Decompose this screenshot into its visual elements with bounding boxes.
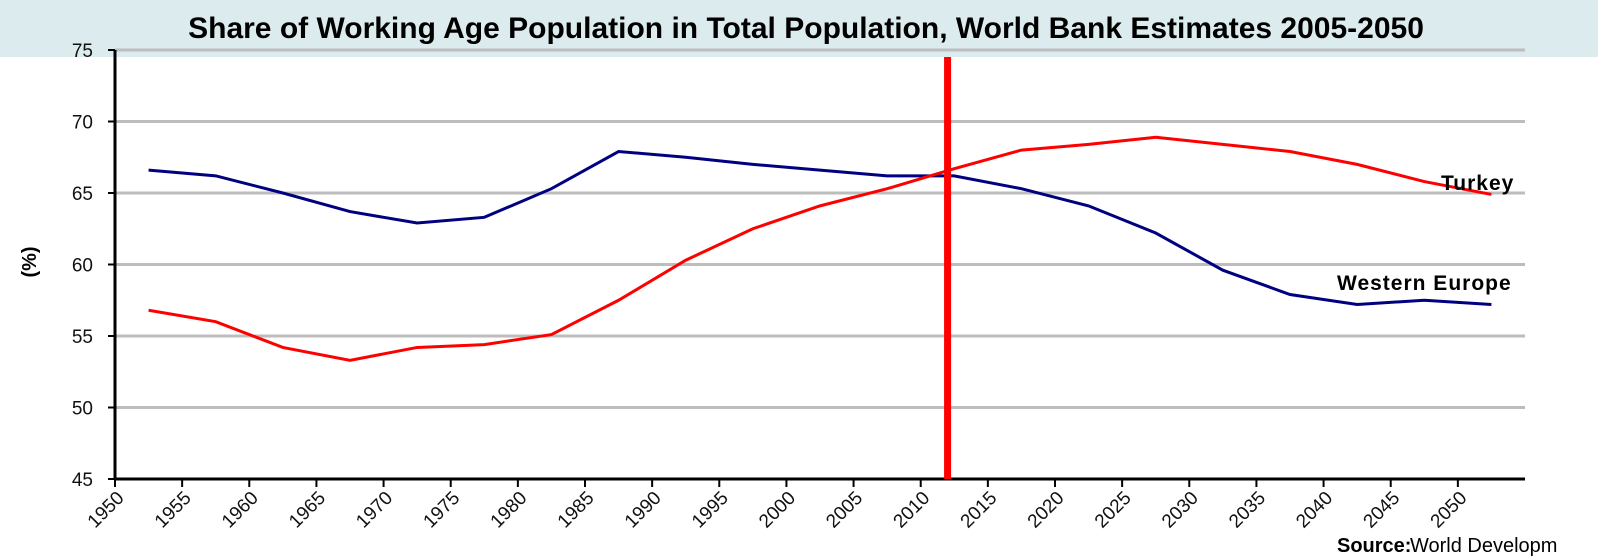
x-tick-label: 2000	[755, 488, 800, 533]
y-tick-label: 45	[72, 470, 93, 491]
x-tick-label: 1995	[688, 488, 733, 533]
y-tick-label: 75	[72, 41, 93, 62]
series-line	[148, 149, 1492, 307]
x-tick-label: 1970	[352, 488, 397, 533]
x-tick-label: 2045	[1360, 488, 1405, 533]
x-tick-label: 1990	[621, 488, 666, 533]
y-tick-label: 65	[72, 184, 93, 205]
source-text: World Developm	[1410, 535, 1557, 557]
x-tick-label: 2010	[890, 488, 935, 533]
x-tick-label: 2050	[1427, 488, 1472, 533]
x-tick-label: 2020	[1024, 488, 1069, 533]
x-tick-label: 1985	[554, 488, 599, 533]
x-tick-label: 1965	[285, 488, 330, 533]
y-tick-label: 50	[72, 399, 93, 420]
x-tick-label: 2035	[1225, 488, 1270, 533]
x-tick-label: 2025	[1091, 488, 1136, 533]
x-tick-label: 1960	[218, 488, 263, 533]
series-line	[148, 135, 1492, 362]
chart-title: Share of Working Age Population in Total…	[188, 12, 1424, 45]
x-tick-label: 1975	[420, 488, 465, 533]
series-label: Western Europe	[1337, 272, 1512, 295]
x-tick-label: 1950	[84, 488, 129, 533]
title-band	[0, 0, 1598, 57]
x-tick-label: 2005	[822, 488, 867, 533]
y-axis-label: (%)	[19, 246, 41, 277]
x-tick-label: 1980	[487, 488, 532, 533]
x-tick-label: 2015	[957, 488, 1002, 533]
source-label: Source:	[1337, 535, 1411, 557]
series-label: Turkey	[1441, 172, 1514, 195]
y-tick-label: 55	[72, 327, 93, 348]
x-tick-label: 2030	[1158, 488, 1203, 533]
y-tick-label: 60	[72, 256, 93, 277]
y-tick-label: 70	[72, 113, 93, 134]
x-tick-label: 1955	[151, 488, 196, 533]
x-tick-label: 2040	[1292, 488, 1337, 533]
